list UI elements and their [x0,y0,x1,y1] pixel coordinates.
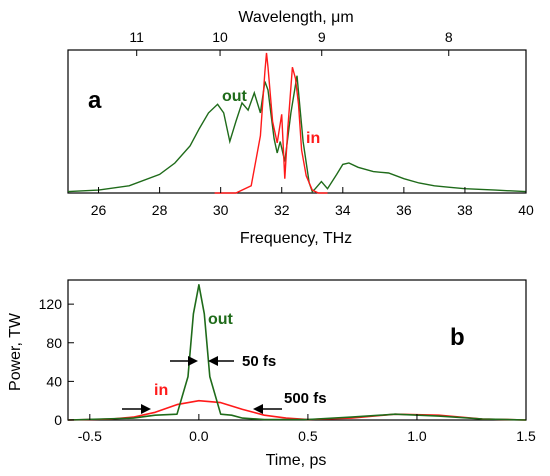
x-tick-label: 26 [91,202,107,218]
fwhm-in-label: 500 fs [284,390,327,407]
arrowhead-left-50fs [188,356,198,366]
series-in-line [214,52,328,194]
top-tick-label: 8 [445,29,453,45]
x-tick-label: 34 [335,202,351,218]
y-tick-label: 120 [39,296,63,312]
panel-a-frame [67,49,527,194]
x-tick-label: 0.0 [189,428,209,444]
x-tick-label: -0.5 [78,428,102,444]
fwhm-in-arrows: 500 fs [122,390,327,414]
panel-a-letter: a [88,87,102,114]
top-tick-label: 9 [318,29,326,45]
panel-b-in-label: in [154,382,168,399]
y-tick-label: 0 [54,412,62,428]
panel-a-in-label: in [306,130,320,147]
panel-a-top-axis-title: Wavelength, μm [238,9,353,26]
arrowhead-left-500fs [141,404,151,414]
fwhm-out-arrows: 50 fs [170,353,276,370]
y-tick-label: 80 [46,335,62,351]
x-tick-label: 28 [152,202,168,218]
x-tick-label: 40 [518,202,534,218]
series-out-line [67,75,527,193]
x-tick-label: 30 [213,202,229,218]
x-tick-label: 36 [396,202,412,218]
x-tick-label: 0.5 [298,428,318,444]
panel-b-out-label: out [208,311,234,328]
x-tick-label: 38 [457,202,473,218]
fwhm-out-label: 50 fs [242,353,276,370]
panel-a-top-ticks: 11 10 9 8 [129,29,453,56]
x-tick-label: 32 [274,202,290,218]
panel-b-y-axis-title: Power, TW [7,312,24,391]
panel-a: 26 28 30 32 34 36 38 40 11 10 9 8 Wavelength, μm F… [67,9,534,247]
panel-a-plot [67,52,527,194]
arrowhead-right-500fs [253,404,263,414]
panel-b: -0.5 0.0 0.5 1.0 1.5 0 40 80 120 Time, ps Power… [7,279,536,469]
panel-b-letter: b [450,324,465,351]
arrowhead-right-50fs [208,356,218,366]
panel-b-x-ticks: -0.5 0.0 0.5 1.0 1.5 [78,414,536,444]
x-tick-label: 1.0 [407,428,427,444]
panel-b-y-ticks: 0 40 80 120 [39,296,74,428]
panel-a-x-axis-title: Frequency, THz [240,230,352,247]
panel-b-x-axis-title: Time, ps [266,452,327,469]
top-tick-label: 10 [212,29,228,45]
top-tick-label: 11 [129,29,144,45]
x-tick-label: 1.5 [516,428,536,444]
panel-a-out-label: out [222,88,248,105]
series-out-line [67,283,527,421]
panel-a-x-ticks: 26 28 30 32 34 36 38 40 [91,187,534,218]
y-tick-label: 40 [46,373,62,389]
